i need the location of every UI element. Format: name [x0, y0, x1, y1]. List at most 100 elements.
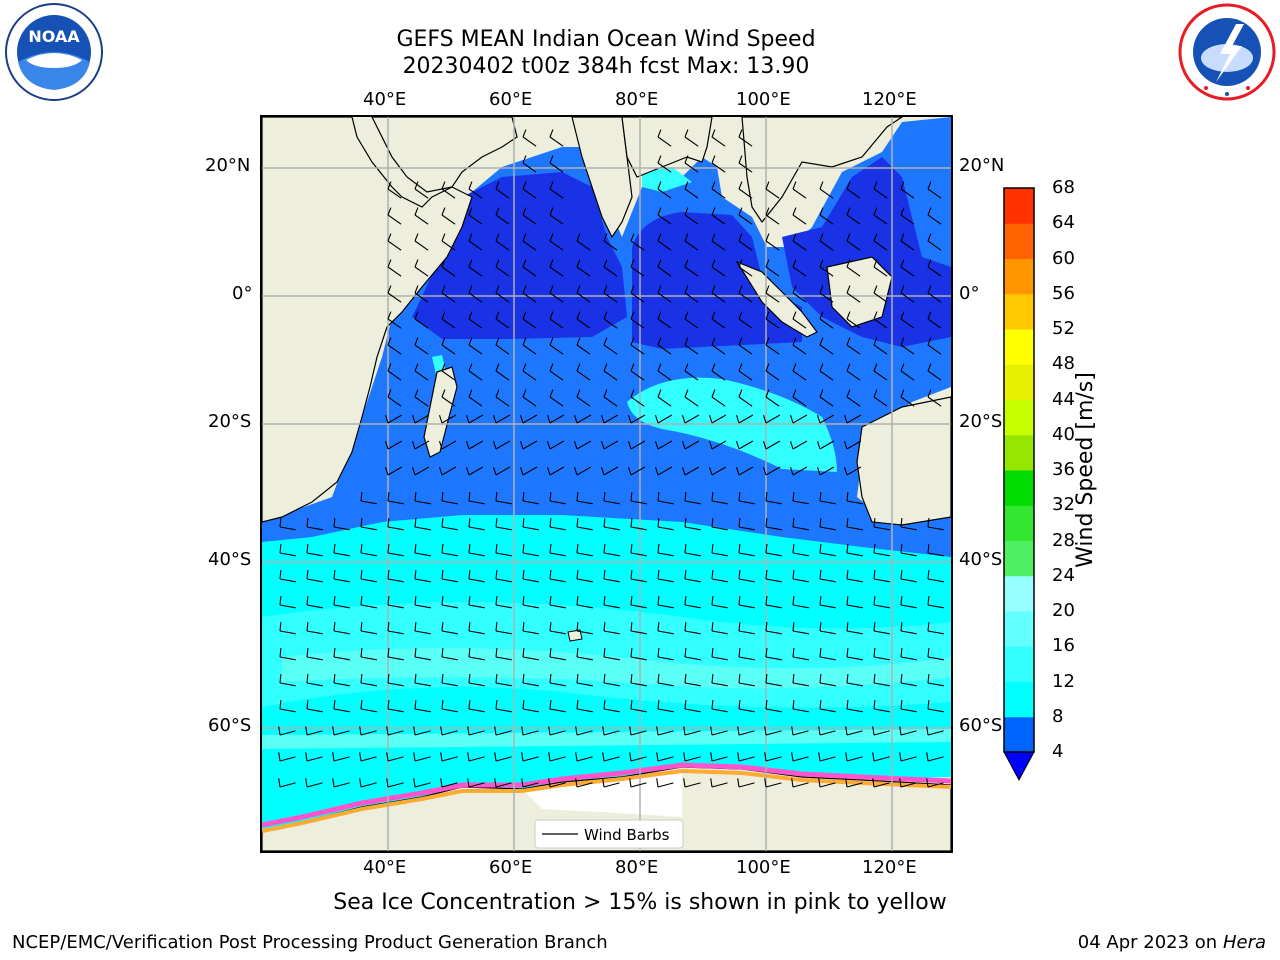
wind-barb-shaft — [549, 214, 564, 225]
wind-barb-shaft — [333, 656, 350, 661]
wind-barb-shaft — [792, 240, 807, 251]
wind-barb-flag — [306, 596, 309, 606]
lon-tick-bottom: 80°E — [615, 857, 659, 878]
wind-barb-shaft — [306, 526, 323, 531]
wind-barb-flag — [738, 596, 741, 606]
wind-barb-flag — [711, 700, 714, 710]
wind-barb-flag — [387, 700, 390, 710]
wind-barb-shaft — [792, 344, 807, 355]
wind-barb-shaft — [279, 526, 296, 531]
wind-barb-shaft — [441, 604, 458, 609]
wind-barb-flag — [630, 233, 635, 242]
wind-barb-shaft — [765, 682, 782, 687]
wind-barb-shaft — [333, 526, 350, 531]
wind-barb-flag — [521, 778, 524, 788]
wind-barb-flag — [576, 674, 579, 684]
wind-barb-shaft — [819, 214, 834, 225]
wind-barb-shaft — [738, 318, 753, 329]
wind-barb-flag — [600, 467, 605, 476]
wind-barb-shaft — [765, 370, 780, 381]
wind-barb-shaft — [441, 708, 458, 713]
wind-barb-flag — [900, 648, 903, 658]
wind-barb-shaft — [495, 578, 512, 583]
wind-barb-flag — [414, 518, 417, 528]
wind-barb-shaft — [468, 500, 485, 505]
wind-barb-flag — [414, 492, 417, 502]
wind-barb-shaft — [495, 396, 510, 407]
wind-barb-shaft — [387, 266, 402, 277]
wind-barb-shaft — [792, 682, 809, 687]
wind-barb-flag — [440, 778, 443, 788]
wind-barb-flag — [549, 259, 554, 268]
wind-barb-shaft — [333, 782, 350, 788]
footer-date: 04 Apr 2023 on Hera — [1078, 932, 1266, 954]
wind-barb-flag — [819, 363, 824, 372]
wind-barb-flag — [900, 233, 905, 242]
wind-barb-flag — [735, 441, 740, 450]
wind-barb-flag — [927, 207, 932, 216]
wind-barb-shaft — [414, 414, 430, 424]
wind-barb-flag — [414, 648, 417, 658]
wind-barb-shaft — [468, 292, 483, 303]
wind-barb-shaft — [360, 526, 377, 531]
wind-barb-shaft — [900, 604, 917, 609]
wind-barb-shaft — [495, 782, 512, 788]
wind-barb-flag — [711, 311, 716, 320]
wind-barb-flag — [684, 700, 687, 710]
wind-barb-flag — [495, 285, 500, 294]
wind-barb-flag — [546, 441, 551, 450]
madagascar-land — [423, 366, 458, 458]
footer-machine: Hera — [1222, 932, 1266, 953]
colorbar-segment — [1004, 611, 1034, 647]
wind-barb-flag — [873, 674, 876, 684]
wind-barb-shaft — [549, 604, 566, 609]
wind-barb-flag — [792, 492, 795, 502]
wind-barb-shaft — [657, 552, 674, 557]
wind-barb-shaft — [819, 756, 836, 762]
wind-barb-shaft — [900, 552, 917, 557]
wind-barb-flag — [468, 389, 473, 398]
wind-barb-flag — [684, 363, 689, 372]
wind-barb-flag — [549, 622, 552, 632]
wind-barb-flag — [279, 700, 282, 710]
wind-barb-shaft — [522, 188, 537, 199]
wind-barb-flag — [576, 311, 581, 320]
wind-barb-shaft — [414, 578, 431, 583]
wind-barb-flag — [413, 752, 416, 762]
wind-barb-shaft — [279, 656, 296, 661]
wind-barb-shaft — [495, 318, 510, 329]
wind-barb-flag — [278, 752, 281, 762]
wind-barb-flag — [522, 337, 527, 346]
wind-barb-shaft — [576, 782, 593, 788]
wind-barb-flag — [654, 415, 659, 424]
wind-barb-flag — [762, 467, 767, 476]
wind-barb-flag — [387, 181, 392, 190]
wind-barb-flag — [468, 596, 471, 606]
wind-barb-shaft — [333, 756, 350, 762]
wind-barb-flag — [360, 596, 363, 606]
wind-barb-shaft — [360, 604, 377, 609]
wind-barb-flag — [630, 259, 635, 268]
wind-barb-shaft — [684, 630, 701, 635]
wind-barb-flag — [791, 752, 794, 762]
wind-barb-flag — [333, 570, 336, 580]
lat-tick-left: 20°S — [208, 411, 252, 432]
wind-barb-flag — [738, 492, 741, 502]
wind-barb-shaft — [549, 136, 564, 147]
wind-barb-shaft — [576, 440, 592, 450]
wind-barb-flag — [711, 596, 714, 606]
wind-barb-shaft — [603, 756, 620, 762]
wind-barb-shaft — [765, 414, 781, 424]
wind-barb-shaft — [738, 414, 754, 424]
wind-barb-shaft — [522, 466, 538, 476]
wind-barb-flag — [684, 648, 687, 658]
wind-barb-shaft — [414, 682, 431, 687]
wind-barb-flag — [576, 648, 579, 658]
wind-barb-flag — [522, 363, 527, 372]
wind-barb-flag — [305, 726, 308, 736]
wind-barb-shaft — [900, 730, 917, 736]
colorbar-tick-label: 60 — [1052, 247, 1075, 269]
wind-barb-shaft — [684, 188, 699, 199]
wind-barb-shaft — [630, 414, 646, 424]
wind-barb-shaft — [414, 240, 429, 251]
